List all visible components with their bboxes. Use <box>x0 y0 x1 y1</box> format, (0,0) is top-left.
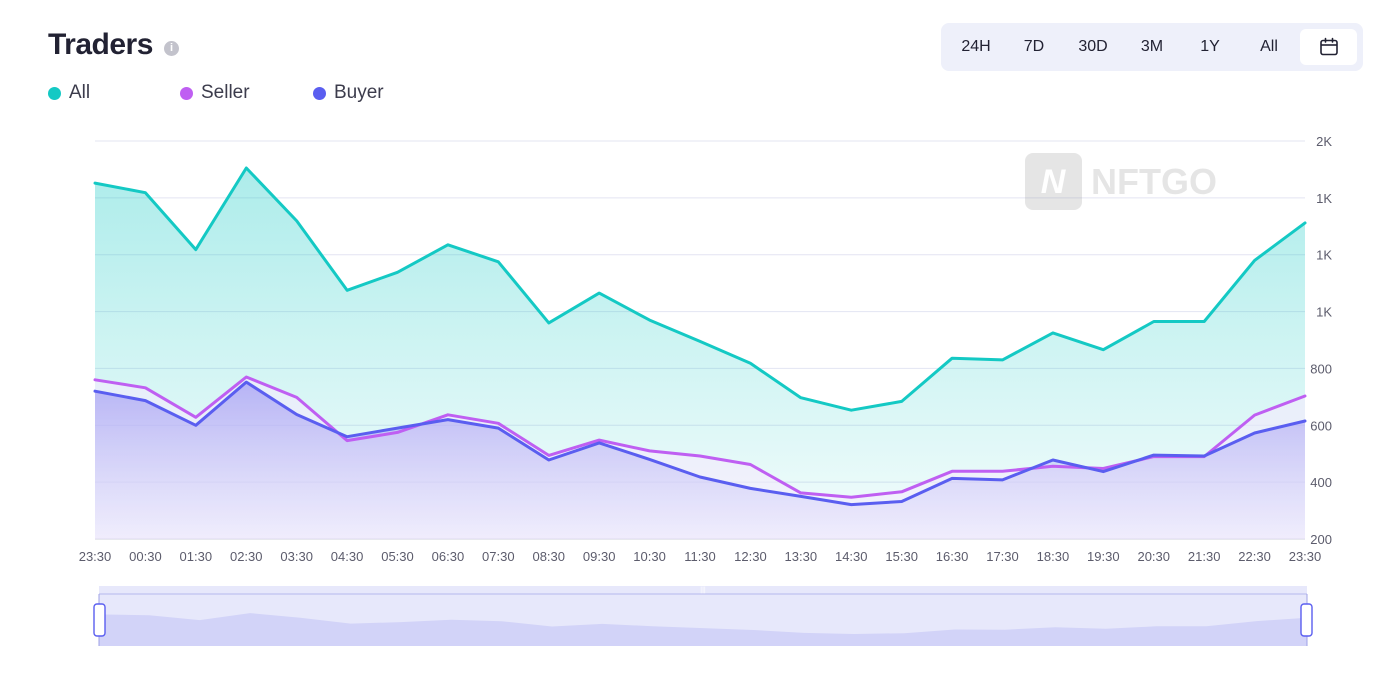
x-tick-label: 23:30 <box>1289 549 1322 564</box>
x-tick-label: 08:30 <box>532 549 565 564</box>
x-tick-label: 20:30 <box>1137 549 1170 564</box>
area-buyer <box>95 382 1305 539</box>
page-title: Traders <box>48 28 153 61</box>
y-tick-label: 1K <box>1316 305 1332 320</box>
legend-item-buyer[interactable]: Buyer <box>313 82 384 104</box>
legend-label-buyer: Buyer <box>334 82 384 103</box>
y-tick-label: 200 <box>1310 532 1332 547</box>
navigator-overview-area <box>99 613 1307 646</box>
watermark-logo-glyph: N <box>1041 163 1067 201</box>
range-button-30d[interactable]: 30D <box>1078 38 1108 55</box>
x-tick-label: 07:30 <box>482 549 515 564</box>
line-seller <box>93 375 1307 499</box>
legend-item-seller[interactable]: Seller <box>180 82 250 104</box>
x-tick-label: 13:30 <box>785 549 818 564</box>
x-tick-label: 16:30 <box>936 549 969 564</box>
legend-label-seller: Seller <box>201 82 250 103</box>
x-tick-label: 12:30 <box>734 549 767 564</box>
x-tick-label: 17:30 <box>986 549 1019 564</box>
x-tick-label: 23:30 <box>79 549 112 564</box>
x-tick-label: 15:30 <box>885 549 918 564</box>
range-button-all[interactable]: All <box>1260 38 1278 55</box>
y-tick-label: 600 <box>1310 418 1332 433</box>
info-icon[interactable]: i <box>164 41 179 56</box>
x-tick-label: 04:30 <box>331 549 364 564</box>
area-seller <box>95 377 1305 539</box>
range-navigator[interactable]: ||| <box>93 586 1313 646</box>
calendar-icon <box>1319 37 1338 56</box>
range-button-1y[interactable]: 1Y <box>1200 38 1220 55</box>
watermark-text: NFTGO <box>1091 161 1217 202</box>
x-tick-label: 00:30 <box>129 549 162 564</box>
y-tick-label: 1K <box>1316 191 1332 206</box>
x-tick-label: 21:30 <box>1188 549 1221 564</box>
x-tick-label: 11:30 <box>684 549 716 564</box>
legend-dot-seller <box>180 86 193 100</box>
time-range-selector: 24H 7D 30D 3M 1Y All <box>941 23 1363 71</box>
y-tick-label: 400 <box>1310 475 1332 490</box>
range-button-24h[interactable]: 24H <box>961 38 991 55</box>
navigator-drag-grip[interactable]: ||| <box>700 587 706 594</box>
x-tick-label: 18:30 <box>1037 549 1070 564</box>
y-tick-label: 2K <box>1316 134 1332 149</box>
range-button-3m[interactable]: 3M <box>1140 38 1164 55</box>
x-tick-label: 02:30 <box>230 549 263 564</box>
x-tick-label: 22:30 <box>1238 549 1271 564</box>
legend-dot-buyer <box>313 86 326 100</box>
nftgo-watermark: N NFTGO <box>1025 153 1217 210</box>
x-tick-label: 03:30 <box>280 549 313 564</box>
calendar-button[interactable] <box>1300 29 1357 65</box>
range-button-7d[interactable]: 7D <box>1023 38 1045 55</box>
line-buyer <box>93 380 1307 507</box>
legend-item-all[interactable]: All <box>48 82 90 104</box>
x-tick-label: 10:30 <box>633 549 666 564</box>
navigator-left-handle[interactable] <box>93 603 106 637</box>
legend-label-all: All <box>69 82 91 103</box>
y-tick-label: 1K <box>1316 248 1332 263</box>
y-tick-label: 800 <box>1310 361 1332 376</box>
x-tick-label: 01:30 <box>180 549 213 564</box>
line-all <box>93 166 1307 412</box>
x-tick-label: 09:30 <box>583 549 616 564</box>
x-tick-label: 05:30 <box>381 549 414 564</box>
x-tick-label: 06:30 <box>432 549 465 564</box>
watermark-logo-box <box>1025 153 1082 210</box>
legend-dot-all <box>48 86 61 100</box>
x-tick-label: 14:30 <box>835 549 868 564</box>
x-tick-label: 19:30 <box>1087 549 1120 564</box>
navigator-right-handle[interactable] <box>1300 603 1313 637</box>
